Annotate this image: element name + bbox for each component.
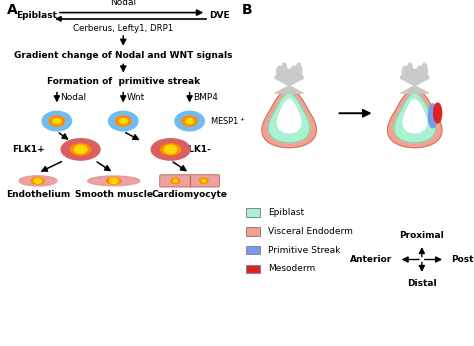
- Polygon shape: [291, 66, 297, 73]
- Polygon shape: [407, 63, 413, 73]
- FancyBboxPatch shape: [246, 246, 259, 254]
- Ellipse shape: [61, 139, 100, 160]
- Text: B: B: [242, 3, 252, 17]
- Ellipse shape: [151, 139, 190, 160]
- Text: Formation of  primitive streak: Formation of primitive streak: [46, 77, 200, 86]
- Ellipse shape: [107, 177, 121, 184]
- Circle shape: [42, 111, 72, 131]
- Text: Cerberus, Lefty1, DRP1: Cerberus, Lefty1, DRP1: [73, 24, 173, 33]
- Polygon shape: [434, 103, 442, 123]
- Polygon shape: [417, 66, 422, 73]
- Text: A: A: [7, 3, 18, 17]
- FancyBboxPatch shape: [246, 208, 259, 217]
- Text: Cardiomyocyte: Cardiomyocyte: [152, 190, 228, 199]
- Circle shape: [49, 116, 64, 126]
- Circle shape: [164, 145, 177, 154]
- Text: Posterior: Posterior: [451, 255, 474, 264]
- FancyBboxPatch shape: [246, 227, 259, 236]
- Polygon shape: [282, 63, 287, 73]
- Text: Endothelium: Endothelium: [6, 190, 70, 199]
- Text: FLK1+: FLK1+: [12, 145, 45, 154]
- Text: Gradient change of Nodal and WNT signals: Gradient change of Nodal and WNT signals: [14, 51, 232, 60]
- Circle shape: [173, 180, 177, 182]
- Polygon shape: [394, 93, 436, 143]
- Text: Proximal: Proximal: [400, 231, 444, 240]
- Circle shape: [182, 116, 197, 126]
- Text: Nodal: Nodal: [61, 93, 87, 102]
- Polygon shape: [277, 100, 301, 133]
- Polygon shape: [262, 88, 316, 148]
- Polygon shape: [296, 63, 302, 73]
- Text: Epiblast: Epiblast: [268, 208, 304, 217]
- Circle shape: [175, 111, 204, 131]
- Circle shape: [74, 145, 87, 154]
- Circle shape: [200, 178, 208, 184]
- Polygon shape: [286, 69, 292, 73]
- Ellipse shape: [70, 144, 91, 155]
- Text: Epiblast: Epiblast: [17, 11, 57, 20]
- FancyBboxPatch shape: [160, 175, 219, 187]
- Circle shape: [186, 118, 193, 124]
- Text: MESP1$^+$: MESP1$^+$: [210, 115, 246, 127]
- Polygon shape: [388, 88, 442, 148]
- Circle shape: [171, 178, 180, 184]
- Text: Smooth muscle: Smooth muscle: [75, 190, 153, 199]
- Text: Visceral Endoderm: Visceral Endoderm: [268, 227, 353, 236]
- Text: BMP4: BMP4: [193, 93, 218, 102]
- Polygon shape: [268, 93, 310, 143]
- FancyBboxPatch shape: [246, 265, 259, 273]
- Polygon shape: [403, 100, 427, 133]
- Polygon shape: [421, 63, 428, 73]
- Text: Wnt: Wnt: [127, 93, 145, 102]
- Polygon shape: [275, 72, 303, 93]
- Ellipse shape: [160, 144, 181, 155]
- Circle shape: [53, 118, 61, 124]
- Circle shape: [116, 116, 131, 126]
- Polygon shape: [276, 66, 283, 73]
- Text: Primitive Streak: Primitive Streak: [268, 246, 340, 255]
- Circle shape: [202, 180, 206, 182]
- Polygon shape: [412, 69, 418, 73]
- Ellipse shape: [19, 176, 57, 186]
- Ellipse shape: [31, 177, 45, 184]
- Circle shape: [119, 118, 127, 124]
- Circle shape: [34, 178, 42, 183]
- Text: Distal: Distal: [407, 279, 437, 288]
- Text: Anterior: Anterior: [350, 255, 392, 264]
- Circle shape: [110, 178, 118, 183]
- Polygon shape: [401, 72, 429, 93]
- Polygon shape: [402, 66, 408, 73]
- Polygon shape: [428, 104, 437, 128]
- Text: Mesoderm: Mesoderm: [268, 264, 315, 273]
- Text: DVE: DVE: [209, 11, 230, 20]
- Ellipse shape: [88, 176, 140, 186]
- Circle shape: [109, 111, 138, 131]
- Text: FLK1-: FLK1-: [182, 145, 211, 154]
- Text: Nodal: Nodal: [110, 0, 137, 7]
